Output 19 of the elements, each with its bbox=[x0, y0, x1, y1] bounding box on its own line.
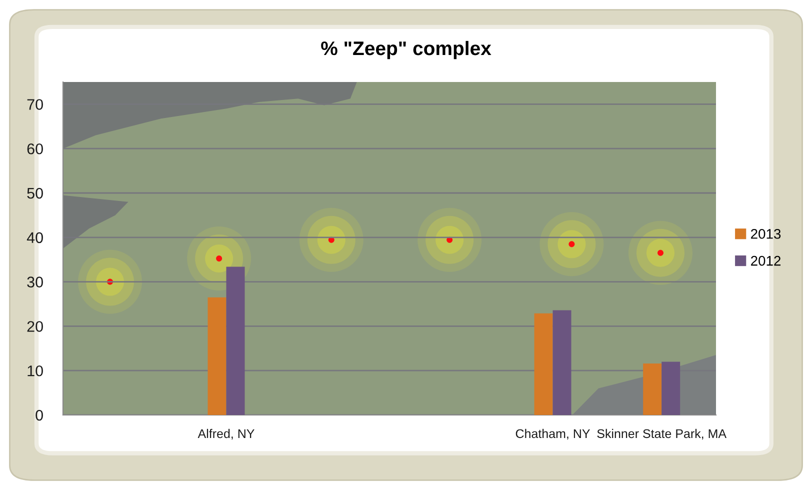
y-tick-label: 70 bbox=[27, 99, 43, 110]
legend-label: 2013 bbox=[751, 228, 781, 239]
chart-title: % "Zeep" complex bbox=[321, 40, 492, 60]
y-tick-label: 0 bbox=[36, 410, 43, 421]
bar bbox=[643, 363, 662, 415]
y-tick-label: 50 bbox=[27, 188, 43, 199]
y-tick-label: 30 bbox=[27, 276, 43, 288]
y-tick-label: 40 bbox=[26, 232, 43, 244]
bar bbox=[662, 362, 680, 415]
bar bbox=[534, 313, 553, 415]
legend-label: 2012 bbox=[751, 256, 781, 266]
x-tick-label: Skinner State Park, MA bbox=[597, 428, 727, 440]
bar bbox=[208, 297, 226, 415]
x-tick-label: Alfred, NY bbox=[198, 428, 254, 440]
y-tick-label: 60 bbox=[27, 143, 43, 154]
bar bbox=[552, 310, 572, 415]
y-tick-label: 20 bbox=[27, 321, 43, 332]
y-tick-label: 10 bbox=[28, 365, 43, 376]
x-tick-label: Chatham, NY bbox=[516, 428, 590, 440]
